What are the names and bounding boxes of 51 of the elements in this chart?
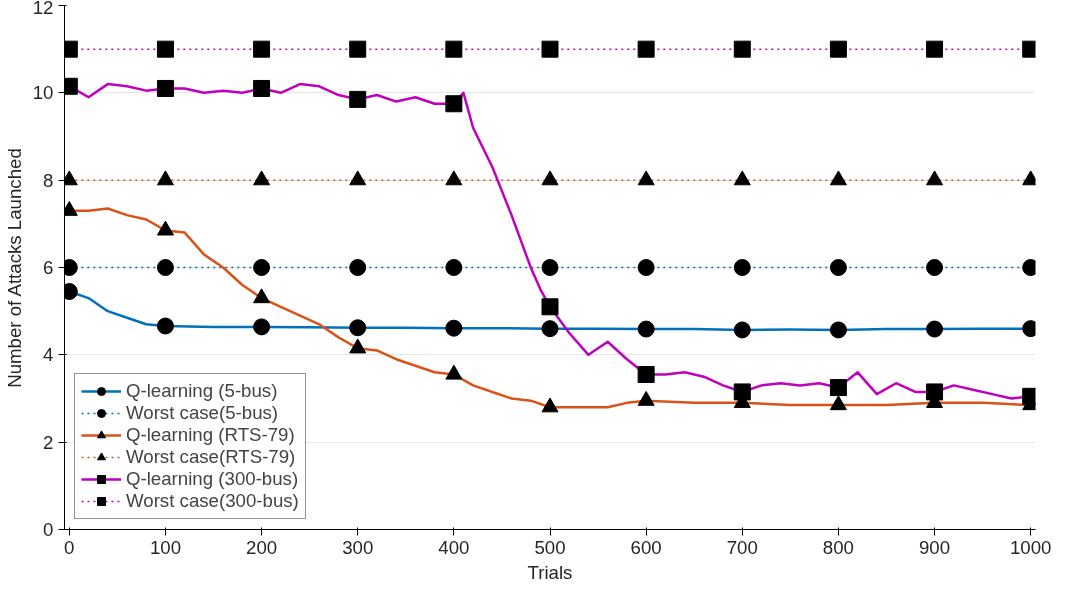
legend-label: Worst case(RTS-79) (126, 446, 296, 468)
point (445, 319, 463, 337)
point (156, 220, 174, 236)
point (253, 79, 271, 97)
x-tick-label: 0 (64, 536, 75, 558)
y-tick-label: 6 (43, 257, 54, 278)
point (445, 95, 463, 113)
x-tick-label: 100 (149, 536, 182, 558)
point (349, 319, 367, 337)
point (541, 397, 559, 413)
point (637, 365, 655, 383)
y-tick-label: 8 (43, 169, 54, 191)
y-tick-label: 0 (43, 519, 54, 540)
y-tick-label: 2 (43, 431, 54, 453)
point (156, 79, 174, 97)
y-axis-title: Number of Attacks Launched (3, 148, 25, 388)
point (637, 390, 655, 406)
point (253, 288, 271, 304)
point (445, 364, 463, 380)
x-tick-label: 700 (726, 536, 758, 558)
y-tick-label: 10 (32, 82, 54, 104)
point (541, 298, 559, 316)
point (829, 321, 847, 339)
x-tick-label: 800 (822, 536, 854, 558)
point (637, 320, 655, 338)
x-axis-title: Trials (527, 561, 573, 583)
point (733, 321, 751, 339)
point (349, 90, 367, 108)
x-tick-label: 600 (630, 536, 662, 558)
point (926, 383, 944, 401)
point (541, 320, 559, 338)
point (829, 395, 847, 411)
legend-label: Q-learning (300-bus) (126, 468, 299, 490)
x-tick-label: 500 (534, 536, 566, 558)
x-tick-label: 400 (438, 536, 470, 558)
legend-label: Worst case(300-bus) (126, 490, 299, 512)
legend-label: Worst case(5-bus) (126, 402, 279, 424)
point (829, 379, 847, 397)
x-tick-label: 900 (918, 536, 951, 558)
point (926, 320, 944, 338)
point (253, 318, 271, 336)
point (156, 317, 174, 335)
point (733, 383, 751, 401)
x-tick-label: 200 (246, 536, 278, 558)
x-tick-label: 300 (342, 536, 374, 558)
point (349, 338, 367, 354)
x-tick-label: 1000 (1009, 536, 1052, 558)
legend-label: Q-learning (RTS-79) (126, 424, 295, 446)
legend-label: Q-learning (5-bus) (126, 380, 278, 402)
y-tick-label: 12 (32, 0, 54, 18)
y-tick-label: 4 (43, 344, 54, 366)
